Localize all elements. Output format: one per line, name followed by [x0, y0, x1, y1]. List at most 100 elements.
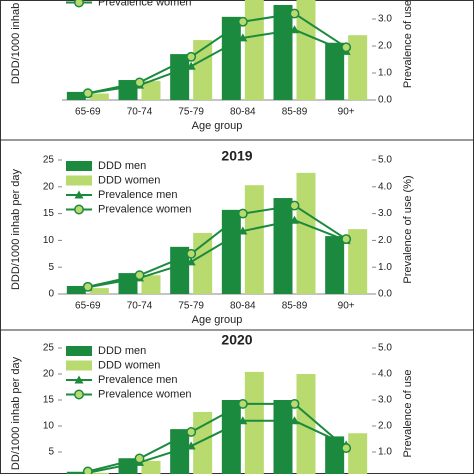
legend-label: Prevalence women [98, 203, 192, 215]
point [341, 443, 352, 454]
y2-axis-label: Prevalence of use (%) [402, 175, 414, 283]
y2-axis-label: Prevalence of use [402, 369, 414, 457]
bar [325, 436, 345, 474]
bar [244, 371, 264, 474]
bar [89, 288, 109, 294]
point [186, 427, 197, 437]
legend-label: Prevalence men [98, 189, 178, 201]
bar [141, 81, 161, 100]
y-tick-label: 20 [43, 369, 55, 380]
bar [273, 198, 293, 294]
point [134, 77, 145, 88]
bar [244, 0, 264, 100]
chart-title: 2019 [221, 148, 252, 164]
bar [141, 460, 161, 474]
point [290, 25, 299, 34]
y2-tick-label: 4.0 [378, 181, 392, 192]
point [82, 88, 93, 99]
y2-axis-label: Prevalence of use (%) [402, 0, 414, 88]
point [186, 61, 196, 70]
y2-tick-label: 3.0 [378, 208, 392, 219]
bar [89, 93, 109, 100]
point [238, 416, 248, 425]
bar [141, 275, 161, 294]
legend-marker [74, 375, 84, 384]
point [134, 453, 145, 464]
y2-tick-label: 2.0 [378, 421, 392, 432]
point [237, 398, 248, 409]
point [186, 248, 197, 259]
bar [193, 40, 213, 100]
y-tick-label: 10 [43, 421, 55, 432]
legend-swatch [66, 360, 92, 371]
legend-swatch [66, 175, 92, 186]
x-tick-label: 75-79 [178, 301, 204, 312]
bar [89, 472, 109, 474]
legend-marker [74, 204, 84, 215]
point [290, 416, 299, 425]
x-tick-label: 85-89 [282, 107, 308, 118]
y2-tick-label: 1.0 [378, 447, 392, 458]
x-tick-label: 90+ [338, 107, 355, 118]
bar [348, 433, 368, 474]
point [134, 270, 145, 281]
y-tick-label: 15 [43, 395, 55, 406]
point [238, 33, 248, 42]
legend-label: Prevalence men [98, 374, 178, 386]
legend-label: DDD men [98, 345, 146, 357]
x-tick-label: 65-69 [75, 301, 101, 312]
point [289, 398, 300, 409]
point [186, 51, 197, 62]
x-axis-label: Age group [192, 314, 243, 326]
y2-tick-label: 1.0 [378, 262, 392, 273]
y-tick-label: 20 [43, 181, 55, 192]
y-axis-label: DDD/1000 inhab per [10, 0, 22, 84]
legend-label: DDD women [98, 359, 160, 371]
y-tick-label: 0 [48, 289, 54, 300]
bar [66, 285, 86, 294]
y2-tick-label: 2.0 [378, 41, 392, 52]
legend-swatch [66, 161, 92, 171]
y2-tick-label: 2.0 [378, 235, 392, 246]
bar [273, 4, 293, 101]
bar [244, 185, 264, 294]
y-tick-label: 5 [48, 262, 54, 273]
bar [66, 471, 86, 474]
legend-marker [74, 0, 84, 8]
y2-tick-label: 0.0 [378, 95, 392, 106]
bar [170, 246, 190, 294]
bar [170, 54, 190, 100]
legend-marker [74, 190, 84, 199]
line [87, 204, 347, 288]
point [341, 42, 352, 53]
point [186, 441, 196, 450]
legend-label: Prevalence women [98, 388, 192, 400]
y-tick-label: 10 [43, 235, 55, 246]
bar [273, 400, 293, 474]
point [238, 226, 248, 235]
y-tick-label: 25 [43, 343, 55, 354]
x-tick-label: 80-84 [230, 107, 256, 118]
x-tick-label: 65-69 [75, 107, 101, 118]
x-axis-label: Age group [192, 120, 243, 132]
y2-tick-label: 4.0 [378, 369, 392, 380]
y-tick-label: 25 [43, 155, 55, 166]
x-tick-label: 90+ [338, 301, 355, 312]
legend-label: DDD women [98, 174, 160, 186]
bar [325, 42, 345, 100]
y-tick-label: 15 [43, 208, 55, 219]
point [186, 257, 196, 266]
legend-swatch [66, 346, 92, 356]
y-tick-label: 5 [48, 447, 54, 458]
point [237, 16, 248, 27]
bar [221, 209, 241, 294]
point [82, 466, 93, 474]
line [87, 402, 347, 473]
y-axis-label: DDD/1000 inhab per day [10, 168, 22, 290]
x-tick-label: 80-84 [230, 301, 256, 312]
bar [193, 232, 213, 294]
legend-marker [74, 389, 84, 400]
x-tick-label: 85-89 [282, 301, 308, 312]
bar [296, 374, 316, 474]
